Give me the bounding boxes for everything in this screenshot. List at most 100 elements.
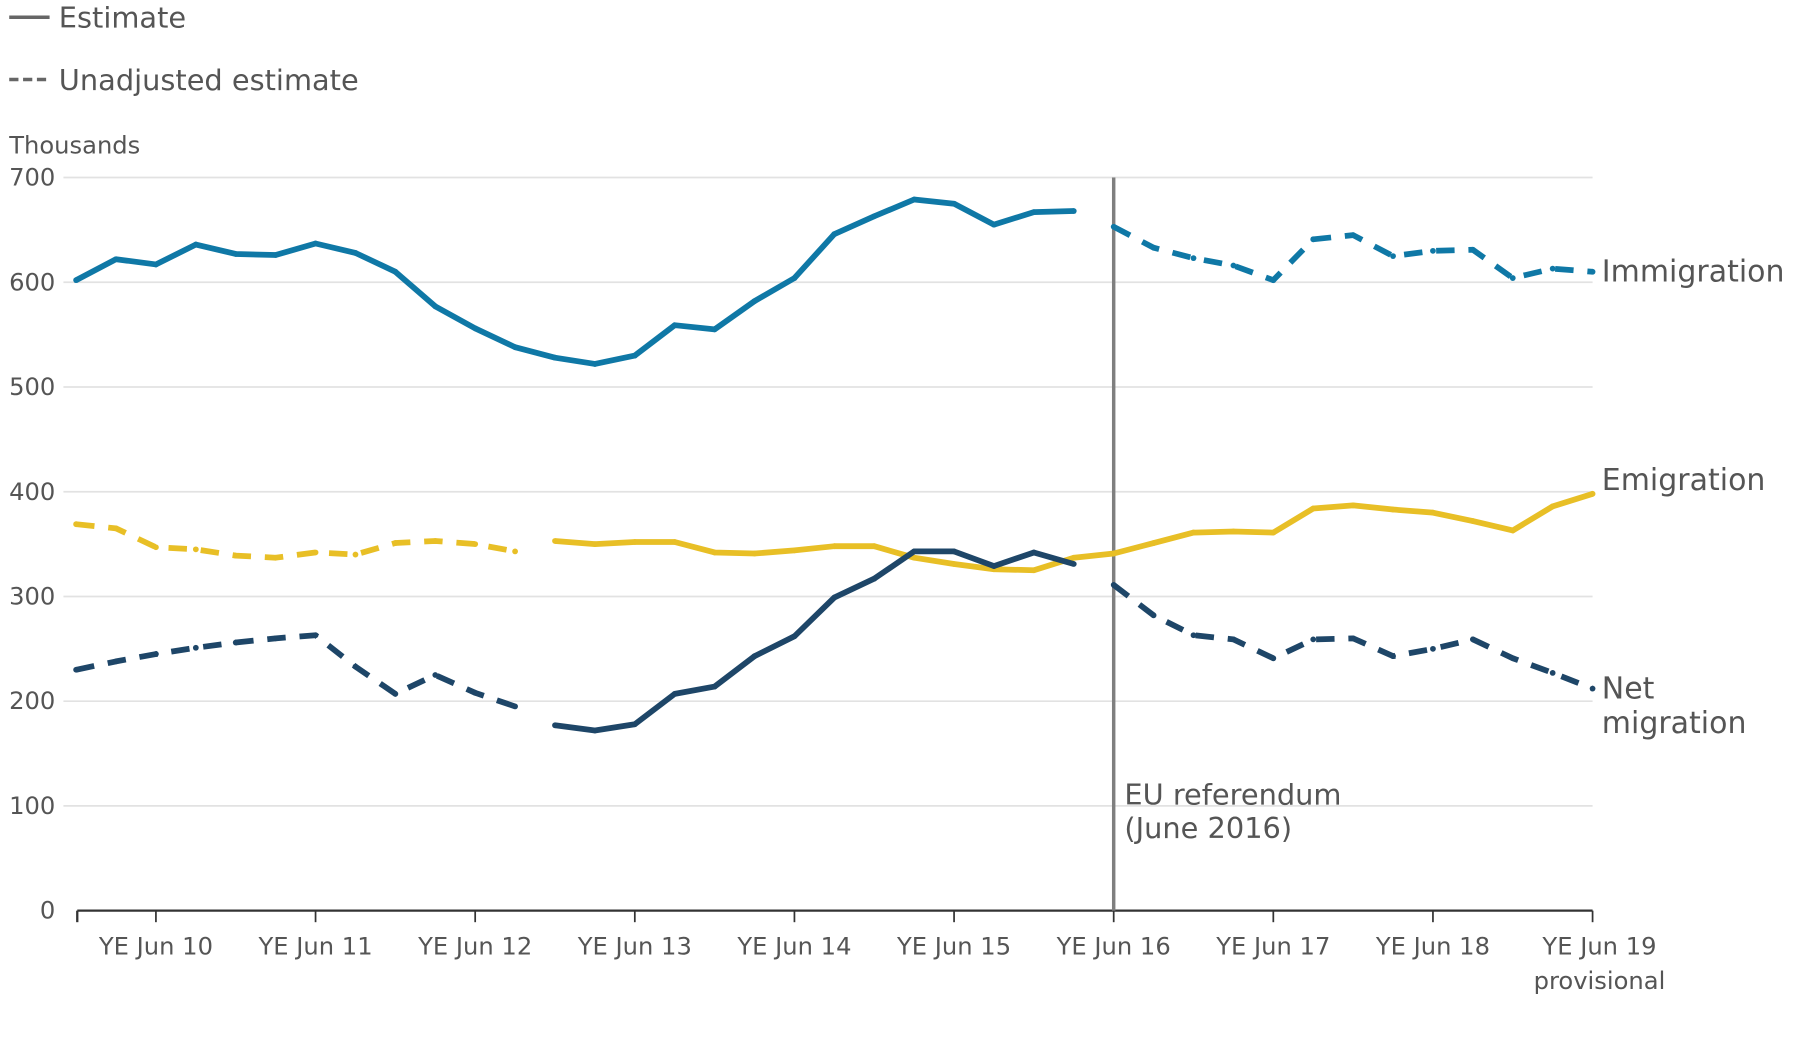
data-point	[1270, 277, 1277, 284]
data-point	[592, 541, 598, 547]
legend-unadjusted: Unadjusted estimate	[59, 63, 359, 97]
data-point	[1469, 518, 1476, 524]
x-tick-label: YE Jun 11	[257, 932, 372, 960]
legend: Estimate Unadjusted estimate	[9, 1, 359, 97]
x-tick-label: YE Jun 15	[896, 932, 1011, 960]
data-point	[1549, 503, 1556, 510]
series-line-net-migration-estimate	[554, 548, 1075, 734]
data-point	[1270, 655, 1277, 662]
series-line-net-migration-unadjusted	[75, 632, 517, 710]
data-point	[951, 561, 957, 567]
x-axis: YE Jun 10 YE Jun 11 YE Jun 12 YE Jun 13 YE J…	[76, 909, 1666, 995]
data-point	[1430, 247, 1436, 254]
data-point	[1469, 636, 1476, 643]
y-tick-label: 500	[9, 373, 55, 401]
x-tick-label: YE Jun 13	[577, 932, 692, 960]
data-point	[1310, 636, 1317, 643]
series-line-emigration-unadjusted	[75, 521, 516, 561]
y-tick-label: 700	[9, 164, 55, 192]
y-tick-label: 100	[9, 792, 55, 820]
data-point	[751, 550, 758, 557]
data-point	[232, 552, 239, 559]
data-point	[1390, 253, 1396, 259]
data-point	[951, 548, 957, 555]
data-point	[1549, 265, 1556, 272]
data-point	[1070, 208, 1077, 214]
data-point	[1030, 567, 1037, 574]
data-point	[113, 658, 119, 665]
data-point	[392, 690, 399, 697]
data-point	[631, 352, 638, 359]
data-point	[592, 361, 598, 367]
y-tick-label: 0	[40, 897, 55, 925]
data-point	[232, 251, 239, 257]
x-tick-label: YE Jun 14	[736, 932, 851, 960]
data-point	[312, 549, 319, 556]
data-point	[911, 548, 918, 555]
data-point	[1350, 232, 1357, 239]
data-point	[432, 672, 439, 678]
y-axis-label: Thousands	[8, 131, 140, 159]
data-point	[272, 635, 279, 642]
data-point	[512, 344, 518, 351]
data-point	[1150, 244, 1157, 251]
data-point	[392, 268, 399, 275]
data-point	[711, 683, 718, 690]
x-tick-sublabel: provisional	[1534, 967, 1666, 995]
data-point	[1589, 490, 1596, 497]
data-point	[1390, 653, 1396, 660]
data-point	[552, 722, 558, 729]
data-point	[871, 543, 878, 550]
data-point	[1310, 505, 1317, 512]
label-net-line1: Net	[1602, 672, 1655, 707]
data-point	[751, 298, 758, 304]
data-point	[911, 554, 918, 561]
data-point	[1509, 275, 1516, 281]
data-point	[1230, 636, 1237, 643]
data-point	[1110, 223, 1117, 230]
series-line-immigration-estimate	[74, 196, 1074, 367]
data-point	[552, 354, 558, 361]
data-point	[192, 241, 199, 248]
data-point	[1030, 209, 1037, 215]
data-point	[1310, 236, 1317, 243]
data-point	[1070, 554, 1077, 561]
data-point	[472, 325, 479, 332]
data-point	[1469, 246, 1476, 253]
data-point	[512, 548, 518, 555]
x-tick-label: YE Jun 12	[417, 932, 532, 960]
x-tick-label: YE Jun 16	[1056, 932, 1171, 960]
data-point	[1110, 582, 1117, 588]
data-point	[512, 703, 518, 710]
data-point	[232, 639, 239, 646]
data-point	[153, 261, 159, 268]
grid: 0 100 200 300 400 500 600 700	[9, 164, 1593, 925]
label-emigration: Emigration	[1602, 463, 1766, 498]
data-point	[871, 575, 878, 582]
data-point	[791, 633, 798, 640]
data-point	[73, 521, 79, 528]
label-immigration: Immigration	[1602, 254, 1785, 289]
data-point	[153, 651, 159, 657]
data-point	[272, 554, 279, 561]
data-point	[1190, 529, 1197, 536]
data-point	[1589, 268, 1596, 275]
data-point	[1350, 635, 1357, 642]
x-tick-label: YE Jun 10	[98, 932, 213, 960]
data-point	[472, 541, 479, 547]
data-point	[1430, 509, 1436, 516]
data-point	[73, 666, 79, 673]
data-point	[631, 721, 638, 728]
data-point	[472, 689, 479, 696]
data-point	[831, 231, 838, 237]
data-point	[1430, 645, 1436, 652]
data-point	[192, 546, 199, 553]
data-point	[671, 690, 678, 697]
data-point	[312, 240, 319, 247]
x-tick-label: YE Jun 17	[1215, 932, 1330, 960]
data-point	[991, 221, 997, 228]
data-point	[1070, 561, 1077, 567]
data-point	[631, 539, 638, 545]
data-point	[432, 538, 439, 544]
